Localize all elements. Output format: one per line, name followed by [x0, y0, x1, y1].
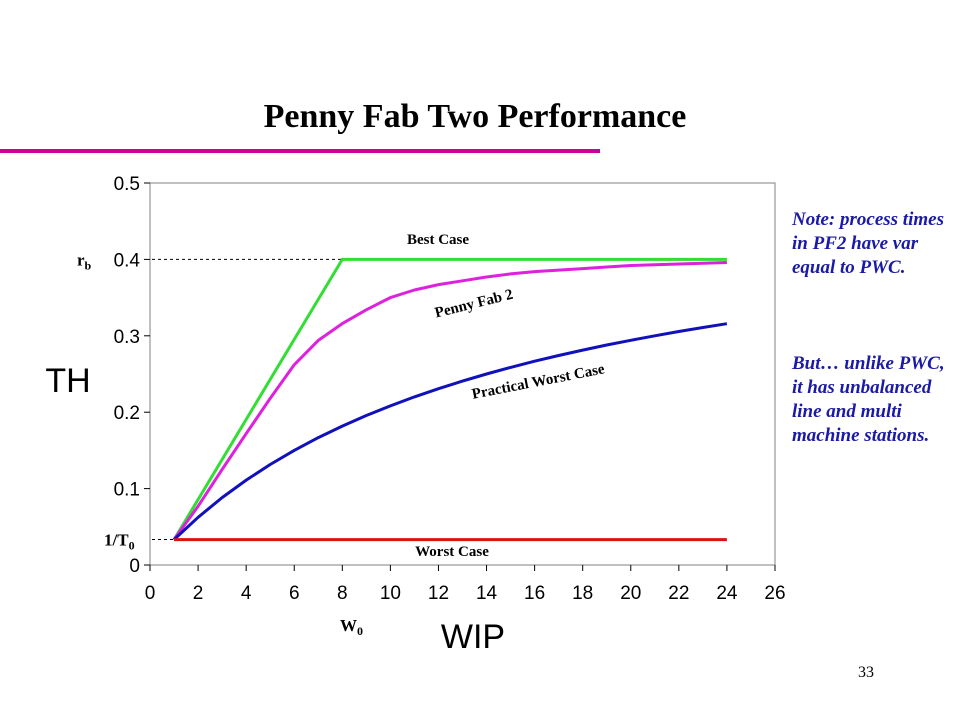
y-tick-label: 0.5 [114, 174, 140, 195]
rb-label: rb [77, 250, 92, 272]
w0-label: W0 [340, 616, 363, 638]
chart-axes: 0 2 4 6 8 10 12 14 16 18 20 22 24 2600.10.20.30.40.5W… [45, 174, 785, 656]
x-tick-label: 0 [145, 583, 156, 604]
y-tick-label: 0.4 [114, 250, 141, 271]
note-unbalanced-line: But… unlike PWC, it has unbalanced line … [792, 353, 945, 446]
title-underline [0, 149, 600, 153]
practical-worst-case-line [172, 322, 728, 541]
x-tick-label: 2 [193, 583, 204, 604]
series-labels: Best Case Penny Fab 2 Practical Worst Case… [407, 232, 606, 560]
x-tick-label: 26 [764, 583, 785, 604]
x-tick-label: 24 [716, 583, 738, 604]
y-axis-label: TH [45, 362, 90, 400]
x-tick-label: 14 [476, 583, 498, 604]
x-tick-label: 12 [428, 583, 449, 604]
worst-case-label: Worst Case [415, 544, 489, 560]
plot-frame [149, 182, 776, 566]
penny-fab-2-label: Penny Fab 2 [433, 287, 515, 322]
x-tick-label: 4 [241, 583, 252, 604]
one-over-t0-label: 1/T0 [104, 531, 135, 553]
page-number: 33 [858, 664, 874, 681]
x-tick-label: 16 [524, 583, 545, 604]
x-tick-label: 22 [668, 583, 689, 604]
slide-title: Penny Fab Two Performance [263, 98, 687, 135]
penny-fab-2-line [172, 261, 727, 541]
x-tick-label: 10 [380, 583, 401, 604]
reference-lines: rb 1/T0 [77, 250, 343, 553]
x-tick-label: 8 [337, 583, 348, 604]
best-case-label: Best Case [407, 232, 469, 248]
best-case-line [172, 257, 727, 541]
chart-series [172, 257, 728, 542]
practical-worst-case-label: Practical Worst Case [471, 361, 607, 402]
y-tick-label: 0 [129, 556, 140, 577]
y-tick-label: 0.3 [114, 327, 140, 348]
y-tick-label: 0.1 [114, 480, 140, 501]
x-axis-label: WIP [441, 618, 505, 656]
y-tick-label: 0.2 [114, 403, 140, 424]
x-tick-label: 6 [289, 583, 300, 604]
x-tick-label: 18 [572, 583, 593, 604]
x-tick-label: 20 [620, 583, 641, 604]
note-process-times: Note: process times in PF2 have var equa… [792, 209, 944, 278]
